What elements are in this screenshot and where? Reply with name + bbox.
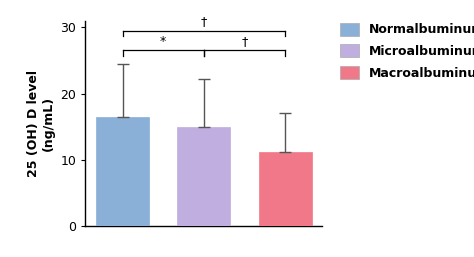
Legend: Normalbuminuria, Microalbuminuria, Macroalbuminuria: Normalbuminuria, Microalbuminuria, Macro… [340,23,474,80]
Text: *: * [160,35,166,48]
Bar [96,117,149,226]
Y-axis label: 25 (OH) D level
(ng/mL): 25 (OH) D level (ng/mL) [27,70,55,177]
Bar [259,152,311,226]
Text: †: † [201,15,207,29]
Text: †: † [241,35,247,48]
Bar [177,127,230,226]
